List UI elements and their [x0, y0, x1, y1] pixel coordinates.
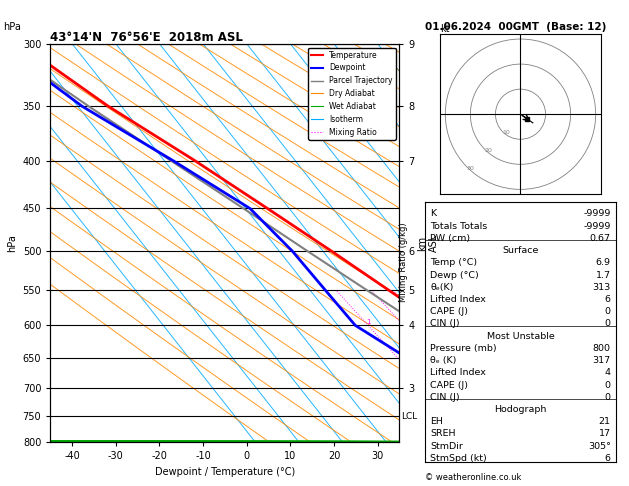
- Text: Dewp (°C): Dewp (°C): [430, 271, 479, 279]
- Text: 43°14'N  76°56'E  2018m ASL: 43°14'N 76°56'E 2018m ASL: [50, 31, 243, 44]
- Text: hPa: hPa: [3, 22, 21, 32]
- Text: © weatheronline.co.uk: © weatheronline.co.uk: [425, 473, 521, 482]
- Text: 1.7: 1.7: [596, 271, 611, 279]
- Text: 0.67: 0.67: [589, 234, 611, 243]
- Text: 20: 20: [484, 148, 493, 153]
- Text: LCL: LCL: [401, 412, 418, 420]
- X-axis label: Dewpoint / Temperature (°C): Dewpoint / Temperature (°C): [155, 467, 295, 477]
- Y-axis label: km
ASL: km ASL: [418, 234, 439, 252]
- Text: 0: 0: [604, 307, 611, 316]
- Text: EH: EH: [430, 417, 443, 426]
- Text: Mixing Ratio (g/kg): Mixing Ratio (g/kg): [399, 223, 408, 302]
- Text: -9999: -9999: [583, 209, 611, 219]
- Text: SREH: SREH: [430, 430, 456, 438]
- Text: Totals Totals: Totals Totals: [430, 222, 487, 231]
- Text: Hodograph: Hodograph: [494, 405, 547, 414]
- Text: Temp (°C): Temp (°C): [430, 259, 477, 267]
- Text: 0: 0: [604, 319, 611, 329]
- Text: Pressure (mb): Pressure (mb): [430, 344, 497, 353]
- Legend: Temperature, Dewpoint, Parcel Trajectory, Dry Adiabat, Wet Adiabat, Isotherm, Mi: Temperature, Dewpoint, Parcel Trajectory…: [308, 48, 396, 139]
- Text: 10: 10: [503, 130, 510, 135]
- Text: 1: 1: [366, 319, 370, 325]
- Text: kt: kt: [440, 24, 450, 34]
- Text: 317: 317: [593, 356, 611, 365]
- Text: PW (cm): PW (cm): [430, 234, 470, 243]
- Text: 313: 313: [593, 283, 611, 292]
- Text: Lifted Index: Lifted Index: [430, 368, 486, 377]
- Text: K: K: [430, 209, 437, 219]
- Text: 6: 6: [604, 295, 611, 304]
- Text: 6.9: 6.9: [596, 259, 611, 267]
- Text: CAPE (J): CAPE (J): [430, 381, 469, 390]
- Text: 305°: 305°: [587, 442, 611, 451]
- Y-axis label: hPa: hPa: [7, 234, 17, 252]
- Text: CIN (J): CIN (J): [430, 393, 460, 402]
- Text: θₑ (K): θₑ (K): [430, 356, 457, 365]
- Text: 30: 30: [466, 166, 474, 171]
- Text: -9999: -9999: [583, 222, 611, 231]
- Text: 01.06.2024  00GMT  (Base: 12): 01.06.2024 00GMT (Base: 12): [425, 22, 606, 32]
- Text: Most Unstable: Most Unstable: [487, 332, 554, 341]
- Text: StmSpd (kt): StmSpd (kt): [430, 454, 487, 463]
- Text: 0: 0: [604, 393, 611, 402]
- Text: Lifted Index: Lifted Index: [430, 295, 486, 304]
- Text: 21: 21: [599, 417, 611, 426]
- Text: 4: 4: [604, 368, 611, 377]
- Text: CAPE (J): CAPE (J): [430, 307, 469, 316]
- Text: 0: 0: [604, 381, 611, 390]
- Text: 800: 800: [593, 344, 611, 353]
- Text: θₑ(K): θₑ(K): [430, 283, 454, 292]
- Text: StmDir: StmDir: [430, 442, 463, 451]
- Text: Surface: Surface: [503, 246, 538, 255]
- Text: CIN (J): CIN (J): [430, 319, 460, 329]
- Text: 17: 17: [599, 430, 611, 438]
- Text: 6: 6: [604, 454, 611, 463]
